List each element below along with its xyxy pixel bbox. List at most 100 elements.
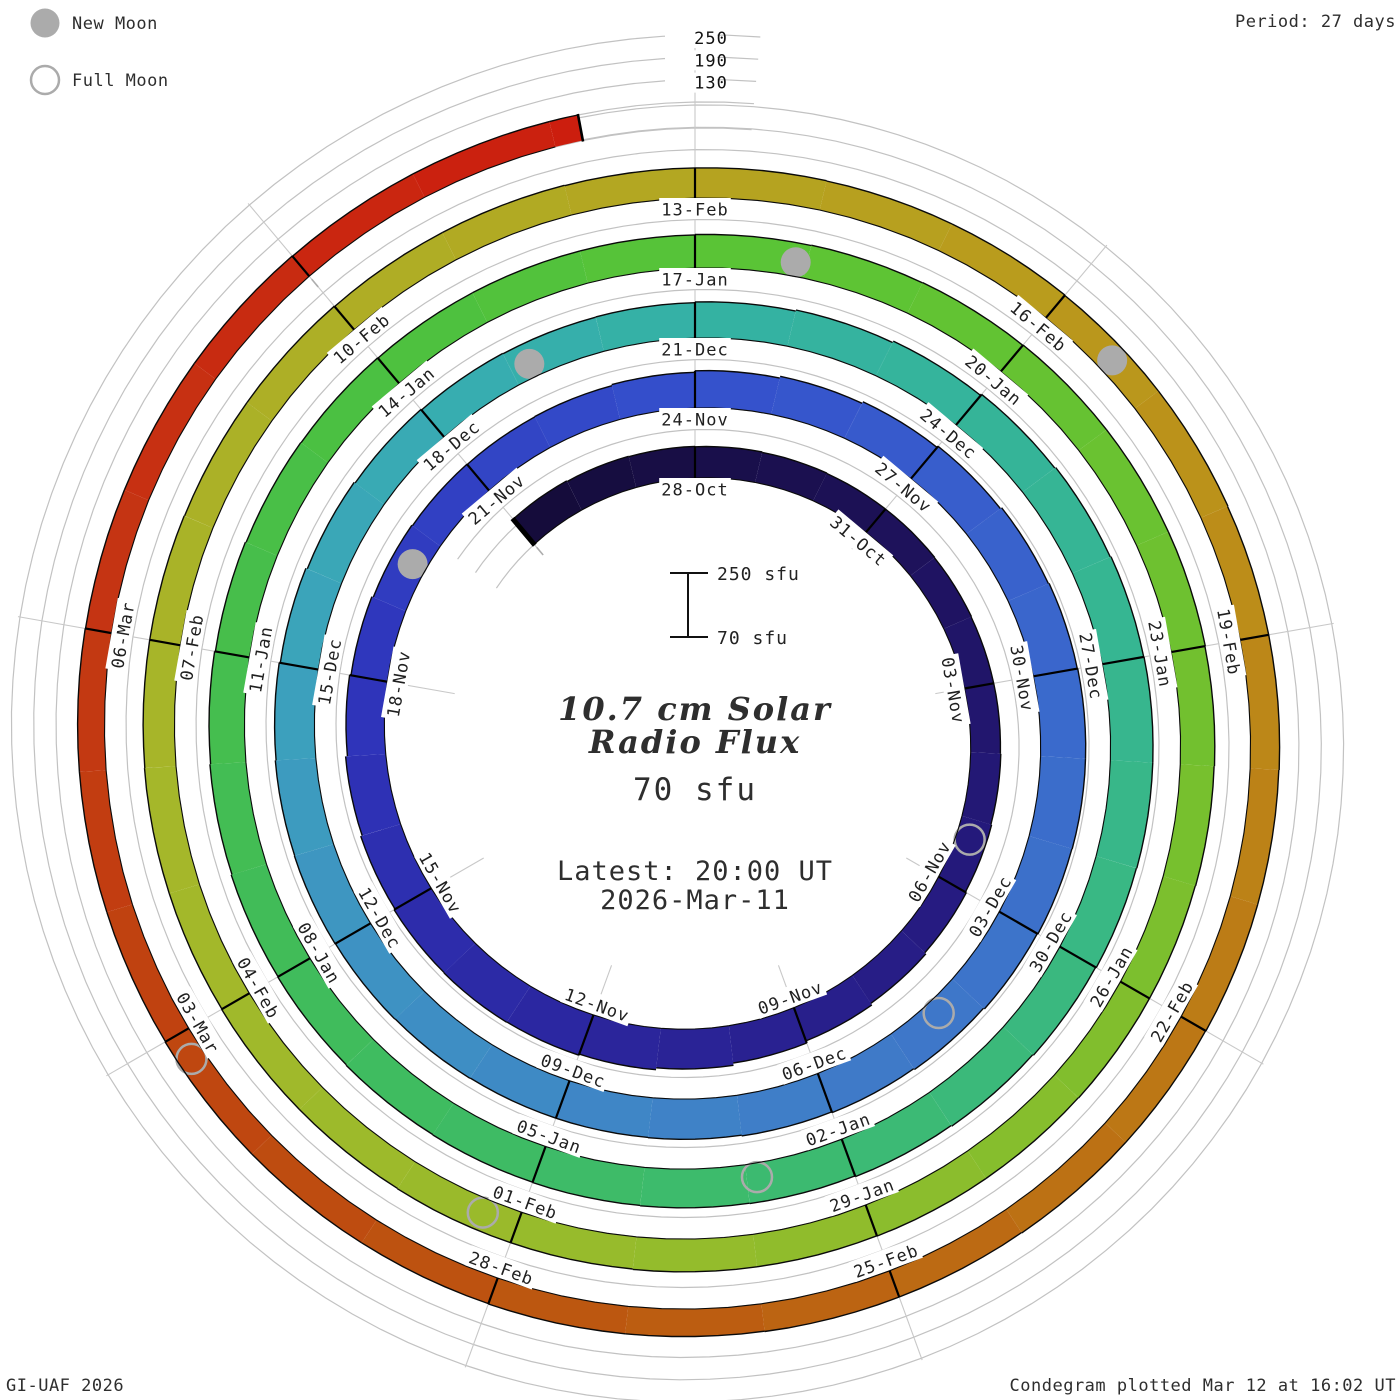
- bar-top-edge: [805, 1004, 873, 1042]
- bar-top-edge: [245, 442, 302, 543]
- date-label-bg: [512, 1113, 587, 1158]
- flux-bar-day: [470, 1044, 570, 1119]
- flux-bar-day: [394, 888, 476, 973]
- bar-top-edge: [555, 1117, 649, 1139]
- bar-top-edge: [826, 472, 886, 510]
- flux-bar-day: [1029, 756, 1086, 849]
- flux-bar-day: [467, 416, 551, 491]
- bar-top-edge: [1268, 634, 1281, 771]
- bar-top-edge: [826, 180, 953, 225]
- flux-bar-day: [1033, 668, 1086, 759]
- bar-top-edge: [970, 616, 995, 684]
- flux-bar-day: [813, 473, 886, 533]
- new-moon-marker: [780, 247, 811, 278]
- three-day-divider: [554, 1080, 571, 1119]
- bar-top-edge: [221, 1008, 300, 1110]
- bar-top-edge: [1143, 656, 1154, 763]
- spiral-date-label: 28-Oct: [659, 478, 731, 501]
- new-moon-marker: [1097, 345, 1128, 376]
- center-title-block: 10.7 cm Solar Radio Flux 70 sfu Latest: …: [557, 690, 832, 916]
- three-day-divider: [792, 1007, 808, 1044]
- bar-top-edge: [291, 173, 414, 257]
- bar-top-edge: [345, 1064, 434, 1136]
- bar-top-edge: [394, 1018, 471, 1079]
- bar-top-edge: [512, 480, 568, 520]
- bar-top-edge: [1055, 467, 1111, 558]
- flux-bar-day: [1054, 981, 1150, 1098]
- three-day-divider: [509, 1211, 523, 1244]
- flux-bar-day: [247, 306, 355, 421]
- date-label-bg: [959, 348, 1029, 411]
- flux-bar-day: [77, 628, 112, 772]
- bar-top-edge: [360, 835, 396, 910]
- credit-text: GI-UAF 2026: [6, 1376, 124, 1396]
- bar-top-edge: [611, 371, 696, 386]
- date-label-bg: [752, 974, 828, 1019]
- flux-bar-day: [432, 1103, 546, 1183]
- bar-top-edge: [149, 515, 185, 641]
- three-day-divider: [1044, 294, 1066, 319]
- radial-axis-tick-label: 190: [694, 51, 728, 71]
- bar-top-edge: [1022, 344, 1108, 431]
- flux-bar-day: [1134, 391, 1228, 518]
- flux-bar-day: [640, 1164, 750, 1208]
- date-label-text: 24-Nov: [661, 411, 728, 431]
- bar-top-edge: [164, 1041, 253, 1155]
- flux-bar-day: [184, 402, 272, 528]
- flux-bar-day: [890, 978, 984, 1070]
- bar-top-edge: [898, 1232, 1022, 1298]
- bar-top-edge: [1194, 766, 1215, 887]
- flux-bar-day: [865, 509, 935, 576]
- bar-top-edge: [924, 892, 967, 954]
- bar-top-edge: [78, 771, 108, 913]
- bar-top-edge: [1032, 966, 1097, 1056]
- bar-top-edge: [1205, 904, 1259, 1032]
- flux-bar-day: [1008, 583, 1078, 677]
- flux-bar-day: [819, 181, 953, 251]
- flux-bar-day: [999, 836, 1072, 934]
- flux-bar-day: [611, 372, 695, 420]
- date-label-bg: [1006, 641, 1040, 716]
- flux-bar-day: [632, 1234, 757, 1272]
- flux-bar-day: [625, 1303, 765, 1337]
- bar-top-edge: [168, 893, 223, 1010]
- scale-top-label: 250 sfu: [717, 564, 800, 585]
- three-day-divider: [1180, 1015, 1207, 1032]
- bar-top-edge: [741, 1111, 833, 1137]
- date-label-bg: [800, 1106, 876, 1151]
- bar-top-edge: [193, 255, 293, 364]
- flux-bar-day: [334, 232, 456, 330]
- three-day-divider: [1033, 667, 1078, 678]
- flux-bar-day: [841, 1092, 952, 1177]
- flux-bar-day: [534, 385, 620, 448]
- flux-bar-day: [169, 884, 250, 1010]
- three-day-divider: [1119, 980, 1151, 1000]
- flux-bar-day: [943, 616, 994, 689]
- flux-bar-day: [412, 464, 490, 547]
- flux-bar-day: [907, 282, 1023, 372]
- flux-bar-day: [513, 480, 582, 545]
- three-day-divider: [334, 922, 372, 945]
- bar-top-edge: [1001, 507, 1050, 584]
- date-label-bg: [824, 509, 894, 572]
- flux-bar-day: [901, 876, 967, 953]
- flux-bar-day: [753, 1205, 877, 1267]
- date-label-bg: [901, 834, 956, 908]
- bar-top-edge: [951, 1054, 1034, 1127]
- new-moon-legend-label: New Moon: [72, 14, 158, 34]
- bar-top-edge: [1136, 762, 1154, 869]
- bar-top-edge: [862, 401, 938, 448]
- bar-top-edge: [876, 1177, 987, 1237]
- bar-top-edge: [913, 1007, 985, 1071]
- flux-bar-day: [910, 557, 972, 629]
- bar-top-edge: [870, 953, 927, 1004]
- flux-bar-day: [648, 1095, 742, 1140]
- bar-top-edge: [1095, 868, 1138, 969]
- bar-top-edge: [534, 385, 613, 418]
- date-label-bg: [461, 467, 531, 530]
- flux-bar-day: [761, 1270, 900, 1332]
- three-day-divider: [864, 508, 887, 534]
- bar-top-edge: [279, 567, 307, 664]
- bar-top-edge: [246, 305, 335, 403]
- bar-top-edge: [1078, 998, 1151, 1099]
